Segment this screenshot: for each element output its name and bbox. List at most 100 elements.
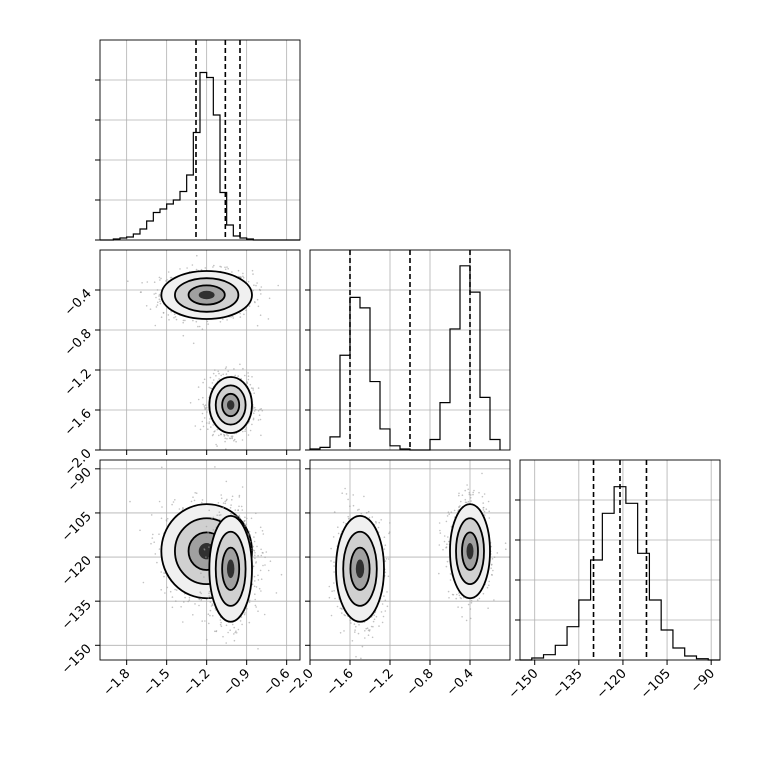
sample-point	[205, 525, 208, 528]
sample-point	[201, 412, 204, 415]
sample-point	[373, 614, 376, 616]
sample-point	[158, 500, 161, 503]
sample-point	[246, 607, 248, 610]
sample-point	[153, 281, 156, 284]
sample-point	[208, 542, 211, 545]
sample-point	[261, 530, 264, 532]
sample-point	[268, 297, 271, 300]
sample-point	[242, 272, 244, 275]
sample-point	[182, 321, 184, 324]
sample-point	[220, 514, 222, 516]
sample-point	[141, 282, 143, 284]
sample-point	[328, 596, 331, 599]
y-tick-label: −135	[59, 597, 95, 633]
sample-point	[149, 308, 152, 311]
sample-point	[446, 560, 449, 563]
histogram-panel-middle	[305, 249, 511, 451]
sample-point	[246, 382, 249, 385]
sample-point	[355, 625, 357, 628]
sample-point	[208, 590, 211, 593]
sample-point	[356, 509, 359, 511]
density-contour	[160, 270, 253, 320]
sample-point	[225, 480, 228, 483]
sample-point	[227, 267, 229, 270]
sample-point	[195, 268, 198, 271]
sample-point	[216, 445, 218, 447]
sample-point	[244, 612, 246, 614]
sample-point	[250, 387, 253, 389]
sample-point	[153, 293, 155, 295]
sample-point	[482, 506, 485, 509]
sample-point	[239, 312, 241, 315]
sample-point	[158, 295, 160, 297]
sample-point	[207, 597, 210, 599]
sample-point	[255, 284, 257, 287]
sample-point	[237, 509, 239, 511]
sample-point	[227, 370, 229, 373]
sample-point	[262, 564, 264, 567]
sample-point	[225, 624, 228, 627]
sample-point	[258, 414, 261, 417]
sample-point	[244, 516, 246, 519]
sample-point	[224, 437, 226, 440]
sample-point	[217, 502, 220, 504]
sample-point	[233, 439, 235, 442]
sample-point	[223, 434, 226, 437]
sample-point	[330, 614, 333, 617]
sample-point	[155, 292, 157, 295]
sample-point	[252, 389, 254, 391]
sample-point	[351, 640, 354, 642]
sample-point	[242, 430, 244, 433]
sample-point	[204, 408, 206, 411]
sample-point	[260, 590, 262, 592]
sample-point	[487, 500, 490, 503]
sample-point	[224, 440, 226, 443]
sample-point	[238, 517, 241, 519]
sample-point	[238, 514, 240, 517]
sample-point	[367, 634, 370, 636]
sample-point	[255, 512, 257, 515]
sample-point	[248, 599, 251, 602]
sample-point	[152, 533, 154, 536]
sample-point	[139, 291, 142, 294]
sample-point	[264, 556, 266, 559]
sample-point	[248, 621, 251, 624]
sample-point	[160, 589, 162, 591]
sample-point	[383, 595, 385, 597]
sample-point	[161, 466, 163, 469]
density-contour	[187, 284, 226, 306]
sample-point	[262, 533, 265, 535]
sample-point	[235, 632, 238, 634]
sample-point	[380, 519, 383, 521]
sample-point	[202, 381, 204, 384]
sample-point	[205, 564, 208, 567]
sample-point	[208, 546, 210, 548]
sample-point	[254, 552, 256, 554]
sample-point	[447, 511, 450, 513]
sample-point	[238, 505, 240, 508]
sample-point	[447, 536, 449, 538]
sample-point	[252, 273, 254, 275]
sample-point	[197, 398, 200, 401]
sample-point	[237, 628, 240, 631]
sample-point	[375, 615, 378, 618]
sample-point	[207, 531, 209, 533]
sample-point	[204, 406, 206, 409]
sample-point	[254, 598, 256, 601]
sample-point	[209, 601, 212, 603]
sample-point	[150, 542, 152, 545]
sample-point	[211, 517, 213, 519]
sample-point	[230, 504, 232, 506]
sample-point	[158, 533, 160, 535]
sample-point	[207, 613, 210, 615]
sample-point	[220, 621, 222, 624]
sample-point	[163, 575, 165, 578]
scatter-panel-bottom-left: −90−105−120−135−150−1.8 −1.5 −1.2 −0.9 −0.6	[59, 459, 301, 699]
sample-point	[258, 587, 261, 590]
sample-point	[231, 436, 233, 439]
sample-point	[197, 325, 199, 328]
sample-point	[206, 320, 209, 323]
sample-point	[332, 536, 335, 538]
sample-point	[243, 613, 246, 616]
